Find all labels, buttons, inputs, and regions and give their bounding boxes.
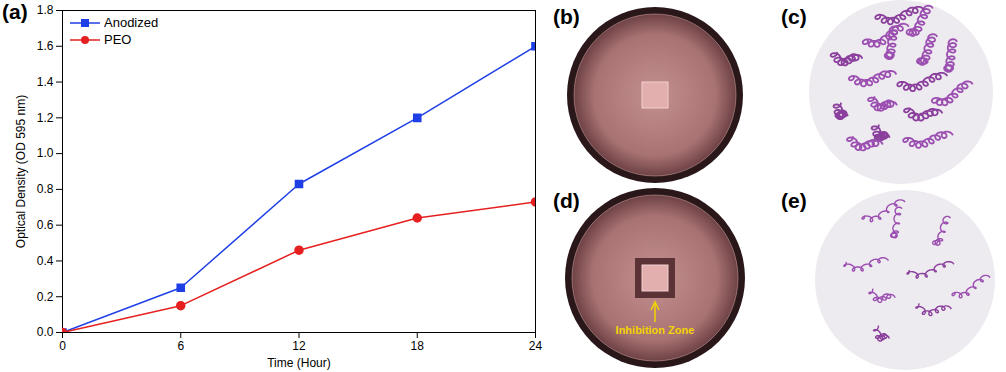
svg-text:0: 0 xyxy=(59,339,66,353)
svg-text:0.4: 0.4 xyxy=(37,254,54,268)
svg-text:6: 6 xyxy=(177,339,184,353)
svg-text:(d): (d) xyxy=(553,189,580,212)
svg-text:0.8: 0.8 xyxy=(37,182,54,196)
svg-text:0.0: 0.0 xyxy=(37,325,54,339)
svg-text:0.6: 0.6 xyxy=(37,218,54,232)
svg-text:Time (Hour): Time (Hour) xyxy=(267,356,331,370)
html-text:(a): (a) xyxy=(2,0,28,23)
svg-text:18: 18 xyxy=(411,339,425,353)
svg-text:1.8: 1.8 xyxy=(37,3,54,17)
svg-text:(c): (c) xyxy=(781,5,807,28)
svg-text:12: 12 xyxy=(292,339,306,353)
svg-text:Inhibition Zone: Inhibition Zone xyxy=(616,324,695,336)
html-text:PEO: PEO xyxy=(104,32,132,47)
svg-text:Optical Density (OD 595 nm): Optical Density (OD 595 nm) xyxy=(14,95,28,248)
svg-text:1.4: 1.4 xyxy=(37,75,54,89)
svg-text:24: 24 xyxy=(529,339,543,353)
svg-text:(e): (e) xyxy=(781,189,807,212)
html-text:Anodized: Anodized xyxy=(104,15,159,30)
svg-text:1.6: 1.6 xyxy=(37,39,54,53)
svg-text:1.0: 1.0 xyxy=(37,146,54,160)
svg-text:0.2: 0.2 xyxy=(37,290,54,304)
svg-text:1.2: 1.2 xyxy=(37,111,54,125)
svg-text:(b): (b) xyxy=(553,5,580,28)
